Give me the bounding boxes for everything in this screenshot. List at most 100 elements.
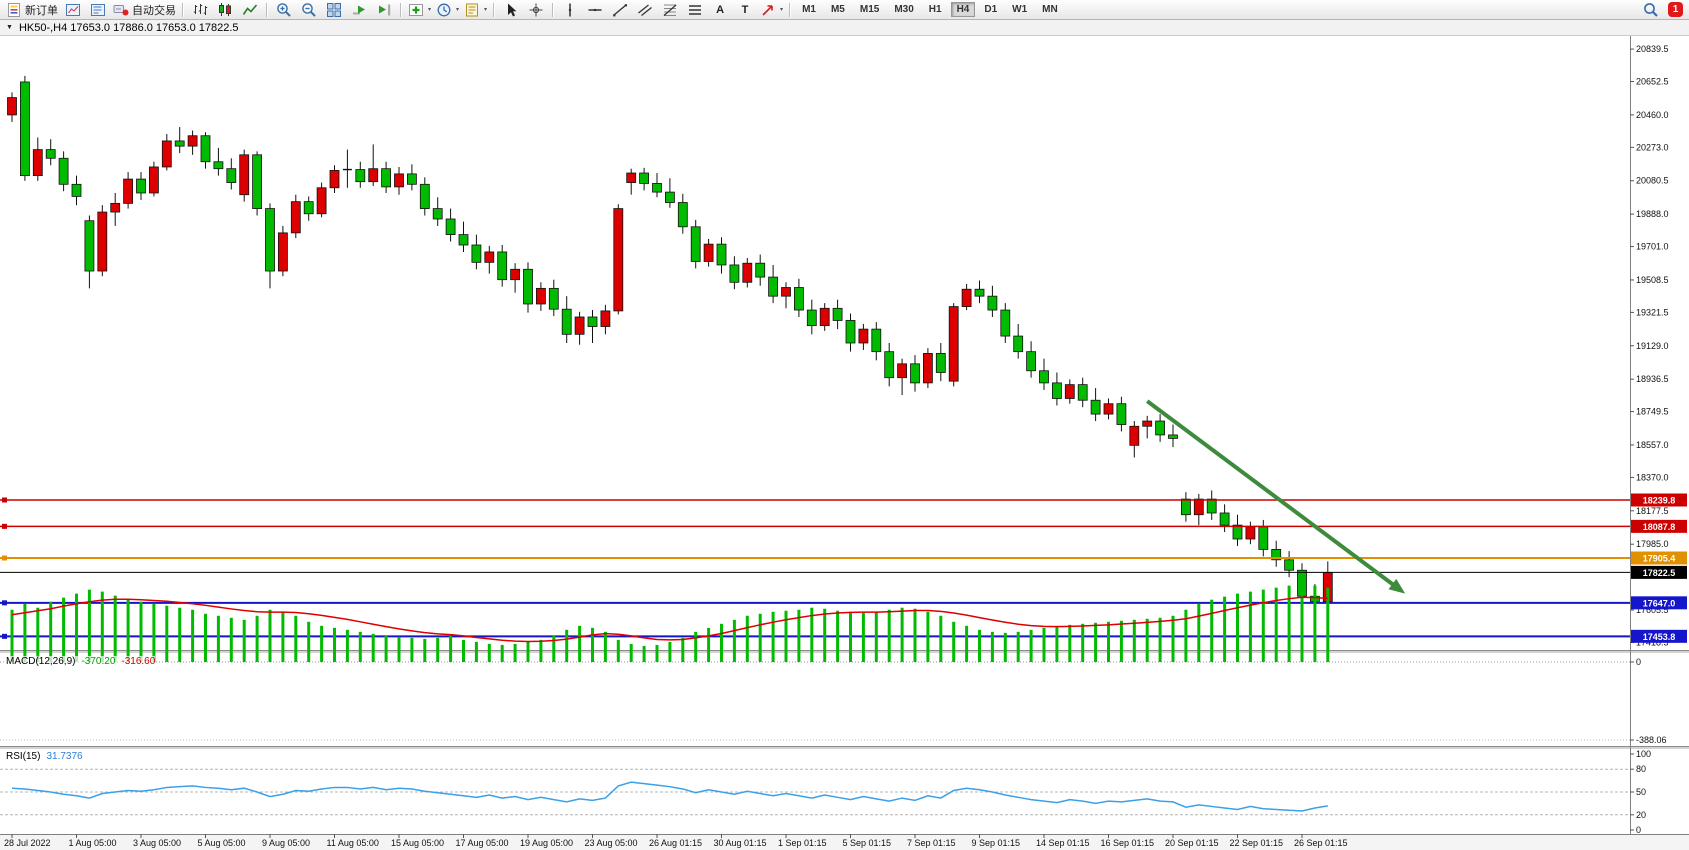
market-watch-button[interactable] — [86, 1, 110, 19]
text-label-tool-button[interactable]: T — [733, 1, 757, 19]
svg-text:22 Sep 01:15: 22 Sep 01:15 — [1230, 838, 1284, 848]
new-order-button[interactable]: 新订单 — [4, 1, 60, 19]
line-chart-icon — [242, 2, 258, 18]
trendline-button[interactable] — [608, 1, 632, 19]
bar-chart-button[interactable] — [188, 1, 212, 19]
svg-text:17453.8: 17453.8 — [1643, 632, 1676, 642]
search-button[interactable] — [1639, 1, 1663, 19]
svg-text:23 Aug 05:00: 23 Aug 05:00 — [585, 838, 638, 848]
tile-windows-button[interactable] — [322, 1, 346, 19]
timeframe-d1[interactable]: D1 — [984, 4, 998, 15]
svg-text:80: 80 — [1636, 764, 1646, 774]
pane-splitter[interactable] — [0, 650, 1689, 654]
text-label-tool-label: T — [741, 3, 749, 16]
timeframe-h1[interactable]: H1 — [928, 4, 942, 15]
arrows-tool-icon — [760, 2, 776, 18]
channel-button[interactable] — [633, 1, 657, 19]
macd-name: MACD(12,26,9) — [6, 656, 76, 667]
zoom-out-icon — [301, 2, 317, 18]
templates-caret-icon: ▾ — [484, 7, 488, 13]
rsi-value: 31.7376 — [46, 751, 83, 762]
toolbar-right: 1 — [1639, 1, 1685, 19]
chart-title-bar: ▼ HK50-,H4 17653.0 17886.0 17653.0 17822… — [0, 20, 1689, 36]
svg-text:5 Sep 01:15: 5 Sep 01:15 — [843, 838, 892, 848]
fibonacci-button[interactable] — [658, 1, 682, 19]
timeframe-m15[interactable]: M15 — [859, 4, 880, 15]
tile-windows-icon — [326, 2, 342, 18]
horizontal-line-button[interactable] — [583, 1, 607, 19]
svg-text:20460.0: 20460.0 — [1636, 110, 1669, 120]
horizontal-line-object[interactable] — [0, 523, 1630, 529]
toolbar: 新订单 自动交易 ▾ ▾ ▾ A T ▾ M1 M5 M15 M30 H1 H4 D1 W1 MN 1 — [0, 0, 1689, 20]
macd-pane — [0, 584, 1630, 741]
timeframe-h4[interactable]: H4 — [950, 2, 976, 17]
horizontal-line-object[interactable] — [0, 633, 1630, 639]
candlestick-chart-icon — [217, 2, 233, 18]
indicators-add-caret-icon: ▾ — [428, 7, 432, 13]
svg-text:14 Sep 01:15: 14 Sep 01:15 — [1036, 838, 1090, 848]
periods-caret-icon: ▾ — [456, 7, 460, 13]
indicators-add-button[interactable]: ▾ — [406, 1, 433, 19]
svg-text:100: 100 — [1636, 749, 1651, 759]
trend-arrow[interactable] — [1146, 399, 1406, 594]
svg-text:15 Aug 05:00: 15 Aug 05:00 — [391, 838, 444, 848]
zoom-in-icon — [276, 2, 292, 18]
svg-text:18177.5: 18177.5 — [1636, 506, 1669, 516]
arrows-tool-button[interactable]: ▾ — [758, 1, 785, 19]
svg-text:17 Aug 05:00: 17 Aug 05:00 — [456, 838, 509, 848]
horizontal-line-object[interactable] — [0, 600, 1630, 606]
svg-text:17985.0: 17985.0 — [1636, 539, 1669, 549]
text-tool-button[interactable]: A — [708, 1, 732, 19]
arrows-tool-caret-icon: ▾ — [780, 7, 784, 13]
vertical-line-button[interactable] — [558, 1, 582, 19]
autotrading-button[interactable]: 自动交易 — [111, 1, 178, 19]
candlestick-chart-button[interactable] — [213, 1, 237, 19]
price-badge: 18239.8 — [1631, 493, 1687, 507]
price-badge: 17453.8 — [1631, 629, 1687, 643]
svg-text:19508.5: 19508.5 — [1636, 275, 1669, 285]
svg-text:1 Aug 05:00: 1 Aug 05:00 — [69, 838, 117, 848]
svg-text:30 Aug 01:15: 30 Aug 01:15 — [714, 838, 767, 848]
svg-text:20080.5: 20080.5 — [1636, 176, 1669, 186]
svg-text:9 Aug 05:00: 9 Aug 05:00 — [262, 838, 310, 848]
chart-window-button[interactable] — [61, 1, 85, 19]
svg-text:9 Sep 01:15: 9 Sep 01:15 — [972, 838, 1021, 848]
channel-icon — [637, 2, 653, 18]
svg-text:17905.4: 17905.4 — [1643, 554, 1676, 564]
svg-text:16 Sep 01:15: 16 Sep 01:15 — [1101, 838, 1155, 848]
collapse-triangle-icon[interactable]: ▼ — [6, 24, 13, 31]
text-tool-label: A — [716, 3, 725, 16]
svg-text:20652.5: 20652.5 — [1636, 77, 1669, 87]
timeframe-w1[interactable]: W1 — [1012, 4, 1028, 15]
time-axis[interactable]: 28 Jul 2022 1 Aug 05:00 3 Aug 05:00 5 Aug 0… — [0, 834, 1689, 850]
zoom-out-button[interactable] — [297, 1, 321, 19]
periods-button[interactable]: ▾ — [434, 1, 461, 19]
macd-label: MACD(12,26,9) -370.20 -316.60 — [6, 656, 156, 667]
svg-text:7 Sep 01:15: 7 Sep 01:15 — [907, 838, 956, 848]
horizontal-line-object[interactable] — [0, 497, 1630, 503]
toolbar-separator — [182, 2, 184, 17]
price-badge: 17905.4 — [1631, 551, 1687, 565]
pane-splitter[interactable] — [0, 746, 1689, 750]
chart-canvas[interactable]: 20839.5 20652.5 20460.0 20273.0 20080.5 19888… — [0, 36, 1689, 850]
templates-button[interactable]: ▾ — [462, 1, 489, 19]
timeframe-m30[interactable]: M30 — [894, 4, 914, 15]
crosshair-button[interactable] — [524, 1, 548, 19]
price-axis[interactable]: 20839.5 20652.5 20460.0 20273.0 20080.5 19888… — [1630, 36, 1687, 835]
timeframe-mn[interactable]: MN — [1042, 4, 1058, 15]
line-chart-button[interactable] — [238, 1, 262, 19]
timeframe-m1[interactable]: M1 — [802, 4, 816, 15]
svg-text:17647.0: 17647.0 — [1643, 598, 1676, 608]
auto-scroll-button[interactable] — [347, 1, 371, 19]
svg-text:19701.0: 19701.0 — [1636, 242, 1669, 252]
market-watch-icon — [90, 2, 106, 18]
chart-shift-icon — [376, 2, 392, 18]
svg-text:18936.5: 18936.5 — [1636, 374, 1669, 384]
zoom-in-button[interactable] — [272, 1, 296, 19]
notification-badge[interactable]: 1 — [1668, 2, 1683, 17]
svg-text:17605.5: 17605.5 — [1636, 605, 1669, 615]
levels-button[interactable] — [683, 1, 707, 19]
chart-shift-button[interactable] — [372, 1, 396, 19]
timeframe-m5[interactable]: M5 — [830, 4, 845, 15]
cursor-button[interactable] — [499, 1, 523, 19]
